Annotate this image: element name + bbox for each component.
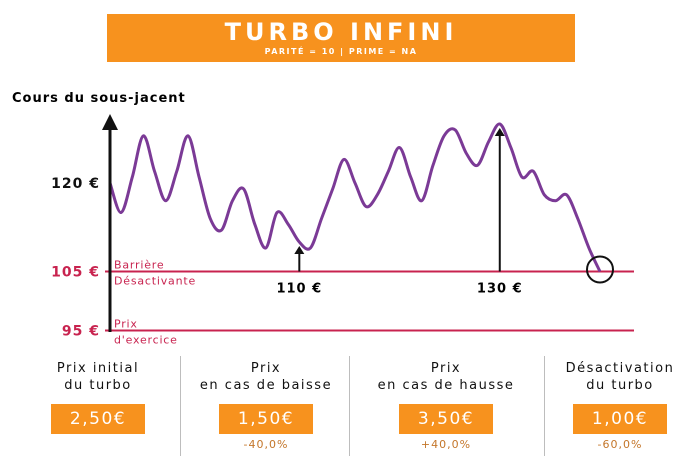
y-tick-label: 95 € — [62, 324, 100, 340]
summary-price: 1,50€ — [219, 404, 313, 434]
divider — [349, 356, 350, 456]
price-line — [108, 122, 602, 273]
summary-desactivation: Désactivation du turbo 1,00€ -60,0% — [546, 354, 694, 461]
summary-change: -60,0% — [597, 438, 643, 451]
divider — [544, 356, 545, 456]
annotation-arrowhead — [294, 246, 305, 254]
annotation-label: 130 € — [477, 282, 523, 297]
divider — [180, 356, 181, 456]
summary-panel: Prix initial du turbo 2,50€ Prix en cas … — [0, 354, 697, 461]
y-tick-label: 120 € — [51, 176, 100, 192]
chart-title: TURBO INFINI — [224, 18, 458, 46]
y-tick-label: 105 € — [51, 265, 100, 281]
summary-title: Désactivation du turbo — [565, 361, 675, 393]
summary-price: 1,00€ — [573, 404, 667, 434]
summary-title: Prix en cas de hausse — [377, 361, 515, 393]
reference-line-label: Prix — [114, 318, 138, 331]
annotation-label: 110 € — [276, 282, 322, 297]
reference-line-label: d'exercice — [114, 334, 178, 347]
summary-title: Prix initial du turbo — [56, 361, 140, 393]
summary-baisse: Prix en cas de baisse 1,50€ -40,0% — [184, 354, 348, 461]
title-banner: TURBO INFINI PARITÉ = 10 | PRIME = NA — [107, 14, 575, 62]
annotation-arrowhead — [494, 128, 505, 136]
summary-change: -40,0% — [243, 438, 289, 451]
summary-title: Prix en cas de baisse — [199, 361, 333, 393]
chart-subtitle: PARITÉ = 10 | PRIME = NA — [264, 47, 418, 56]
summary-price: 3,50€ — [399, 404, 493, 434]
reference-line-label: Désactivante — [114, 275, 196, 288]
turbo-chart: Cours du sous-jacent Barrière Désactivant… — [12, 91, 634, 347]
summary-hausse: Prix en cas de hausse 3,50€ +40,0% — [354, 354, 538, 461]
y-axis-arrowhead — [102, 114, 118, 130]
y-axis-label: Cours du sous-jacent — [12, 91, 186, 106]
summary-initial: Prix initial du turbo 2,50€ — [18, 354, 178, 461]
reference-line-label: Barrière — [114, 259, 164, 272]
knockout-circle — [586, 255, 614, 284]
summary-price: 2,50€ — [51, 404, 145, 434]
summary-change: +40,0% — [420, 438, 472, 451]
